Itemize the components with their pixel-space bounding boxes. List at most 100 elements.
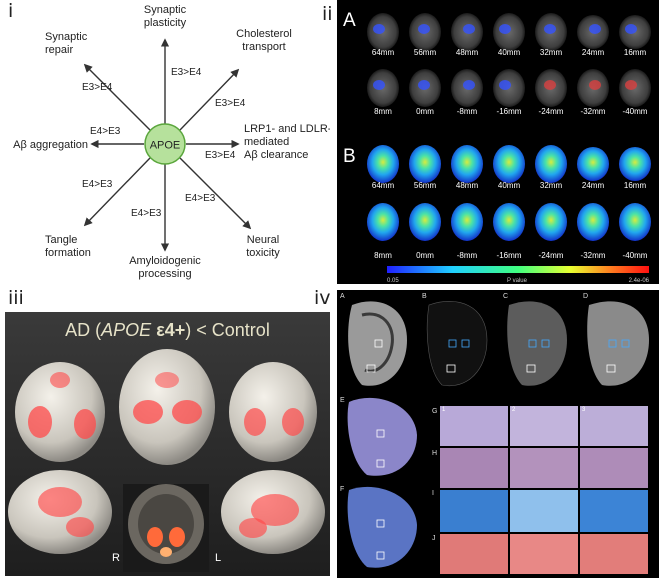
pet-a-top-label-3: 48mm — [456, 48, 479, 57]
edge-synaptic-repair: E3>E4 — [82, 82, 113, 93]
histo-label-f: F — [340, 486, 345, 493]
panel-label-iv: iv — [314, 287, 331, 309]
histo-label-j: J — [432, 535, 436, 542]
arrow-cholesterol — [179, 68, 240, 131]
node-synaptic-plasticity: Synaptic plasticity — [144, 4, 187, 29]
pet-a-bottom-activation-2 — [418, 80, 430, 90]
micrograph-row-i — [440, 490, 648, 532]
pet-b-top-label-4: 40mm — [498, 181, 521, 190]
pet-b-top-label-1: 64mm — [372, 181, 395, 190]
arrow-tangle — [83, 157, 151, 227]
pet-a-bottom-label-1: 8mm — [374, 107, 392, 116]
edge-amyloidogenic: E4>E3 — [131, 208, 162, 219]
pet-a-bottom-label-2: 0mm — [416, 107, 434, 116]
pet-colorbar-max: 2.4e-06 — [629, 278, 650, 284]
node-tangle: Tangle formation — [45, 234, 91, 259]
pet-b-bottom-label-6: -32mm — [581, 251, 606, 260]
pet-b-bottom-slice-1 — [367, 203, 399, 241]
micrograph-row-j — [440, 534, 648, 574]
pet-b-top-slice-6 — [577, 147, 609, 181]
node-cholesterol: Cholesterol transport — [236, 28, 292, 53]
mri-brain-inferior — [119, 349, 215, 465]
histo-label-a: A — [340, 293, 345, 300]
histology-section-e — [347, 397, 417, 476]
node-amyloidogenic: Amyloidogenic processing — [129, 255, 201, 280]
arrow-synaptic-repair — [83, 63, 151, 131]
pet-a-top-label-4: 40mm — [498, 48, 521, 57]
pet-a-top-activation-7 — [625, 24, 637, 34]
histo-label-b: B — [422, 293, 427, 300]
edge-tangle: E4>E3 — [82, 179, 113, 190]
edge-lrp1: E3>E4 — [205, 150, 236, 161]
pet-a-top-activation-3 — [463, 24, 475, 34]
pet-colorbar-label: P value — [507, 278, 528, 284]
pet-a-top-label-7: 16mm — [624, 48, 647, 57]
pet-b-bottom-label-4: -16mm — [497, 251, 522, 260]
pet-b-top-label-7: 16mm — [624, 181, 647, 190]
pet-b-bottom-label-2: 0mm — [416, 251, 434, 260]
col-2-label: 2 — [512, 407, 516, 413]
node-abeta-agg: Aβ aggregation — [13, 139, 88, 151]
histo-label-c: C — [503, 293, 509, 300]
histo-label-e: E — [340, 397, 345, 404]
pet-a-bottom-label-4: -16mm — [497, 107, 522, 116]
pet-a-top-label-5: 32mm — [540, 48, 563, 57]
pet-b-bottom-label-3: -8mm — [457, 251, 478, 260]
pet-a-top-activation-1 — [373, 24, 385, 34]
pet-b-top-label-3: 48mm — [456, 181, 479, 190]
pet-b-bottom-label-1: 8mm — [374, 251, 392, 260]
pet-row-a-label: A — [343, 10, 356, 31]
micrograph-row-g — [440, 406, 648, 446]
pet-a-top-label-1: 64mm — [372, 48, 395, 57]
pet-a-bottom-activation-5 — [544, 80, 556, 90]
mri-brain-posterior — [229, 362, 317, 462]
mri-brain-frontal — [15, 362, 105, 462]
edge-neural-toxicity: E4>E3 — [185, 193, 216, 204]
pet-b-top-label-5: 32mm — [540, 181, 563, 190]
histo-label-i: I — [432, 490, 434, 497]
pet-b-bottom-slice-3 — [451, 203, 483, 241]
pet-a-top-activation-6 — [589, 24, 601, 34]
panel-label-ii: ii — [322, 3, 333, 25]
panel-label-iii: iii — [8, 287, 24, 309]
histology-figure: A B C D E F G H I J 1 2 3 — [337, 290, 659, 578]
pet-a-bottom-activation-1 — [373, 80, 385, 90]
pet-b-top-label-2: 56mm — [414, 181, 437, 190]
pet-a-bottom-label-6: -32mm — [581, 107, 606, 116]
arrow-neural-toxicity — [179, 157, 252, 230]
mri-figure: AD (APOE ε4+) < Control — [5, 312, 330, 576]
col-1-label: 1 — [442, 407, 446, 413]
pet-a-bottom-label-5: -24mm — [539, 107, 564, 116]
mri-slice-a — [348, 301, 407, 386]
pet-b-bottom-slice-2 — [409, 203, 441, 241]
histo-label-g: G — [432, 408, 438, 415]
pet-colorbar-min: 0.05 — [387, 278, 399, 284]
pet-b-top-slice-2 — [409, 145, 441, 183]
mri-slice-c — [507, 301, 567, 386]
edge-cholesterol: E3>E4 — [215, 98, 246, 109]
histo-label-h: H — [432, 450, 438, 457]
mri-slice-d — [587, 301, 649, 386]
pet-a-bottom-activation-3 — [463, 80, 475, 90]
pet-a-top-activation-2 — [418, 24, 430, 34]
pet-b-bottom-slice-7 — [619, 203, 651, 241]
pet-a-bottom-activation-6 — [589, 80, 601, 90]
node-neural-toxicity: Neural toxicity — [246, 234, 280, 259]
node-synaptic-repair: Synaptic repair — [45, 31, 88, 56]
node-lrp1: LRP1- and LDLR-mediated Aβ clearance — [244, 123, 330, 161]
histo-label-d: D — [583, 293, 589, 300]
pet-a-top-activation-4 — [499, 24, 511, 34]
panel-label-i: i — [8, 0, 14, 22]
pet-a-bottom-label-7: -40mm — [623, 107, 648, 116]
mri-slice-b — [426, 301, 488, 387]
edge-abeta-agg: E4>E3 — [90, 126, 121, 137]
pet-figure: A B 64mm 56mm 48mm 40mm 32mm 24mm 16mm 8mm 0mm -8… — [337, 0, 659, 284]
mri-right-label: R — [112, 552, 120, 564]
pet-b-bottom-label-5: -24mm — [539, 251, 564, 260]
pet-b-bottom-label-7: -40mm — [623, 251, 648, 260]
micrograph-row-h — [440, 448, 648, 488]
pet-b-top-slice-7 — [619, 147, 651, 181]
pet-b-bottom-slice-5 — [535, 203, 567, 241]
pet-a-bottom-activation-4 — [499, 80, 511, 90]
pet-b-top-slice-4 — [493, 145, 525, 183]
